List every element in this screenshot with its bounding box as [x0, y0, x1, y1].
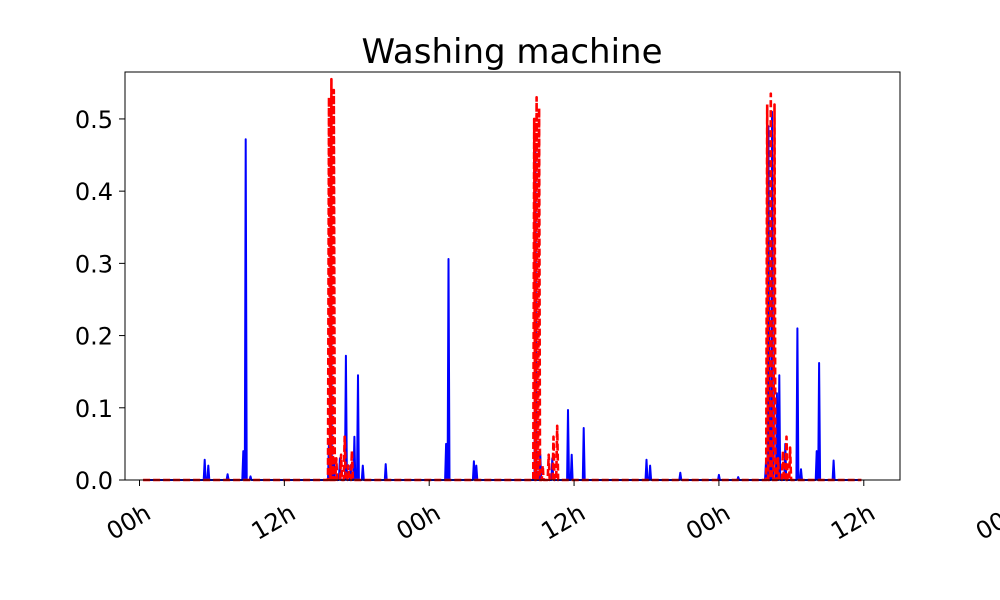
- series-0-line: [143, 110, 862, 481]
- series-layer: [143, 77, 862, 482]
- x-tick-label: 00h: [102, 499, 156, 546]
- chart-title: Washing machine: [361, 32, 662, 72]
- x-tick-label: 00h: [681, 499, 735, 546]
- x-tick-label: 12h: [536, 499, 590, 546]
- x-tick-label: 00h: [392, 499, 446, 546]
- y-tick-label: 0.4: [75, 178, 113, 206]
- y-tick-label: 0.0: [75, 467, 113, 495]
- x-tick-label: 12h: [826, 499, 880, 546]
- y-tick-label: 0.2: [75, 323, 113, 351]
- x-tick-label: 12h: [247, 499, 301, 546]
- y-tick-label: 0.1: [75, 395, 113, 423]
- axes-frame: [124, 71, 901, 481]
- y-tick-label: 0.3: [75, 250, 113, 278]
- series-1-line: [143, 77, 862, 482]
- y-tick-label: 0.5: [75, 106, 113, 134]
- x-tick-label: 00h: [971, 499, 1000, 546]
